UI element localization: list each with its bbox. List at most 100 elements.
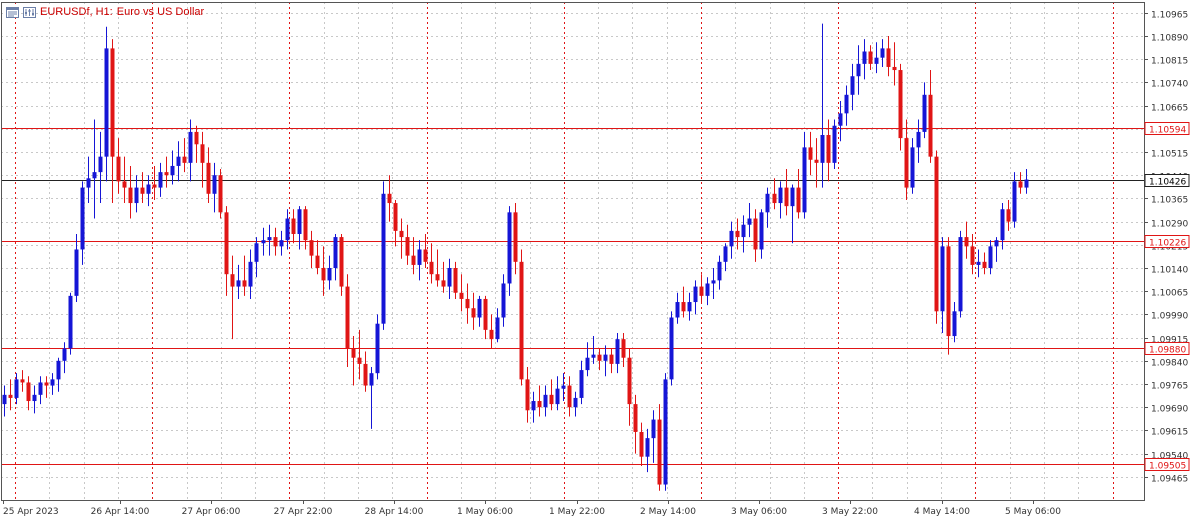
time-axis-label: 1 May 06:00 — [457, 507, 513, 517]
candle-bear — [194, 131, 199, 145]
candle-bear — [116, 156, 121, 182]
candle-bear — [182, 156, 187, 163]
candle-bear — [970, 246, 975, 265]
candle-bear — [525, 379, 530, 411]
candles — [2, 23, 1029, 491]
candle-bull — [850, 76, 855, 95]
candle-bear — [20, 379, 25, 383]
candle-bull — [862, 51, 867, 64]
plot-frame — [1, 2, 1145, 501]
candle-bull — [615, 339, 620, 364]
candle-bear — [429, 261, 434, 275]
candle-bear — [772, 193, 777, 204]
candle-bear — [928, 94, 933, 157]
candle-bull — [1000, 209, 1005, 241]
candle-bull — [561, 385, 566, 389]
time-axis-label: 27 Apr 06:00 — [182, 507, 241, 517]
candle-bear — [892, 66, 897, 71]
candle-bull — [603, 354, 608, 361]
candle-bull — [856, 63, 861, 77]
chart-header: EURUSDf, H1: Euro vs US Dollar — [6, 4, 204, 20]
candle-bear — [345, 286, 350, 349]
time-axis-label: 3 May 06:00 — [731, 507, 787, 517]
symbol-description: Euro vs US Dollar — [116, 6, 205, 18]
candle-bull — [62, 348, 67, 361]
candle-bear — [1006, 209, 1011, 222]
candle-bull — [579, 370, 584, 398]
candle-bull — [369, 373, 374, 386]
candle-bull — [759, 212, 764, 250]
candle-bear — [609, 354, 614, 364]
candle-bear — [321, 268, 326, 281]
candle-bull — [952, 311, 957, 337]
time-axis-label: 1 May 22:00 — [549, 507, 605, 517]
candle-bear — [886, 48, 891, 67]
price-tick-label: 1.09615 — [1151, 428, 1188, 438]
candle-bull — [531, 401, 536, 411]
time-axis-label: 5 May 06:00 — [1005, 507, 1061, 517]
candle-bear — [639, 431, 644, 457]
price-tick-label: 1.10740 — [1151, 80, 1188, 90]
grid — [1, 2, 1144, 500]
candle-bull — [880, 48, 885, 58]
candle-bull — [874, 57, 879, 64]
horizontal-levels — [1, 128, 1144, 465]
candle-bull — [747, 218, 752, 225]
candle-bull — [104, 48, 109, 157]
candle-bull — [994, 240, 999, 247]
candle-bull — [447, 268, 452, 287]
candle-bull — [507, 212, 512, 284]
candle-bull — [1012, 181, 1017, 222]
candle-bull — [279, 240, 284, 247]
candle-bull — [675, 302, 680, 318]
candle-bear — [230, 274, 235, 287]
price-tick-label: 1.09765 — [1151, 382, 1188, 392]
candle-bull — [285, 218, 290, 241]
price-tick-label: 1.09540 — [1151, 452, 1188, 462]
candle-bear — [291, 218, 296, 234]
candle-bear — [110, 48, 115, 157]
chart-properties-icon[interactable] — [23, 6, 36, 18]
candle-bear — [796, 187, 801, 213]
candle-bull — [248, 261, 253, 287]
candle-bear — [411, 255, 416, 265]
price-tick-label: 1.10815 — [1151, 57, 1188, 67]
candle-bear — [826, 135, 831, 163]
symbol-timeframe: EURUSDf, H1: — [40, 6, 113, 18]
candle-bull — [32, 394, 37, 402]
candle-bear — [567, 385, 572, 408]
price-level-badge — [1144, 235, 1190, 248]
current-price-badge — [1144, 174, 1190, 187]
price-tick-label: 1.10965 — [1151, 11, 1188, 21]
candle-bear — [224, 212, 229, 275]
candle-bull — [80, 187, 85, 250]
candle-bull — [68, 295, 73, 349]
candle-bull — [729, 230, 734, 247]
candle-bear — [164, 172, 169, 176]
candle-bear — [152, 184, 157, 188]
candle-bull — [381, 193, 386, 324]
candle-bull — [844, 94, 849, 114]
candle-bear — [489, 329, 494, 340]
candle-bull — [940, 246, 945, 312]
candle-bear — [465, 298, 470, 309]
candle-bear — [982, 261, 987, 269]
candle-bear — [735, 230, 740, 238]
candle-bear — [1018, 181, 1023, 188]
candle-bear — [363, 363, 368, 386]
candle-bear — [8, 394, 13, 398]
candle-bull — [92, 172, 97, 179]
candle-bull — [585, 357, 590, 371]
candle-bear — [242, 280, 247, 287]
candle-bear — [483, 298, 488, 330]
candle-bear — [26, 382, 31, 402]
price-tick-label: 1.10890 — [1151, 34, 1188, 44]
candle-bull — [693, 286, 698, 303]
candle-bull — [711, 280, 716, 284]
chart-window-icon[interactable] — [6, 6, 19, 18]
candle-bear — [339, 237, 344, 287]
price-tick-label: 1.10665 — [1151, 104, 1188, 114]
candle-bear — [393, 203, 398, 231]
